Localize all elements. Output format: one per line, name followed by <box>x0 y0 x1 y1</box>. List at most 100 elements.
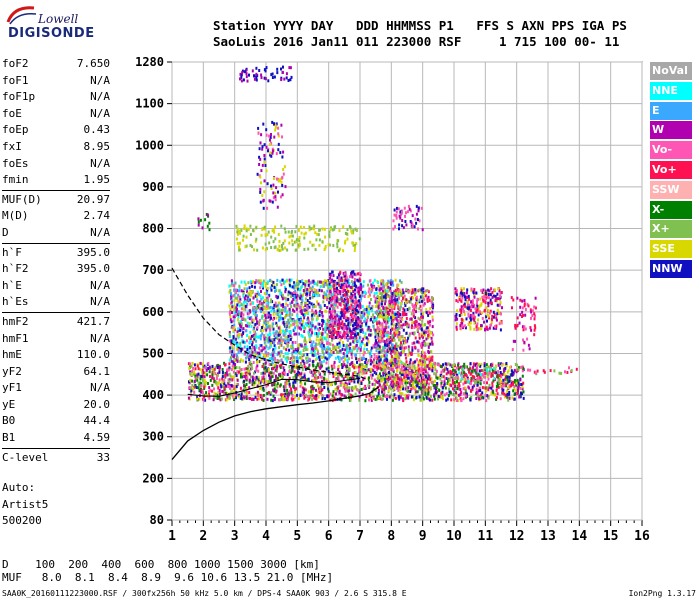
echo-point <box>425 367 427 371</box>
echo-point <box>220 385 223 389</box>
x-tick-label: 10 <box>446 529 462 544</box>
echo-point <box>421 357 424 361</box>
echo-point <box>347 284 350 288</box>
echo-point <box>306 292 308 296</box>
echo-point <box>346 334 349 338</box>
echo-point <box>313 312 316 315</box>
echo-point <box>384 346 387 350</box>
echo-point <box>475 387 478 391</box>
echo-point <box>246 371 249 375</box>
echo-point <box>340 283 343 287</box>
echo-point <box>341 341 344 344</box>
echo-point <box>367 290 370 294</box>
echo-point <box>352 317 355 321</box>
echo-point <box>356 375 359 379</box>
echo-point <box>271 300 274 304</box>
echo-point <box>505 362 508 365</box>
echo-point <box>204 398 207 402</box>
echo-point <box>350 333 353 336</box>
echo-point <box>304 301 307 305</box>
echo-point <box>223 386 226 390</box>
echo-point <box>512 381 515 384</box>
echo-point <box>319 354 322 358</box>
echo-point <box>490 391 493 395</box>
echo-point <box>435 375 438 379</box>
echo-point <box>398 331 401 335</box>
echo-point <box>333 302 336 306</box>
echo-point <box>377 388 380 392</box>
echo-point <box>323 284 325 288</box>
echo-point <box>424 362 427 366</box>
echo-point <box>303 362 306 366</box>
echo-point <box>373 318 376 322</box>
echo-point <box>228 290 231 294</box>
echo-point <box>341 299 344 303</box>
echo-point <box>311 360 314 364</box>
echo-point <box>321 338 324 342</box>
echo-point <box>232 319 235 323</box>
param-row: foF1p N/A <box>2 89 110 106</box>
echo-point <box>319 366 322 370</box>
echo-point <box>387 380 390 383</box>
echo-point <box>322 355 325 359</box>
echo-point <box>335 296 338 300</box>
echo-point <box>303 365 306 369</box>
echo-point <box>352 372 355 376</box>
echo-point <box>372 281 375 285</box>
echo-point <box>274 356 276 360</box>
echo-point <box>345 296 347 299</box>
echo-point <box>378 327 381 331</box>
echo-point <box>390 281 393 285</box>
echo-point <box>260 310 263 313</box>
echo-point <box>331 278 334 282</box>
echo-point <box>315 318 318 322</box>
echo-point <box>290 305 293 309</box>
echo-point <box>355 365 358 369</box>
echo-point <box>503 381 506 385</box>
echo-point <box>333 372 336 376</box>
echo-point <box>501 373 504 376</box>
echo-point <box>424 392 427 396</box>
echo-point <box>224 373 227 377</box>
param-value: 7.650 <box>76 57 110 70</box>
param-value: 4.59 <box>83 431 111 445</box>
echo-point <box>354 295 357 299</box>
echo-point <box>311 385 314 388</box>
echo-point <box>219 392 221 396</box>
echo-point <box>390 387 392 391</box>
echo-point <box>209 374 211 378</box>
echo-point <box>343 272 346 276</box>
echo-point <box>233 315 236 319</box>
echo-point <box>241 372 244 376</box>
echo-point <box>284 332 287 336</box>
echo-point <box>207 361 210 365</box>
echo-point <box>238 312 241 316</box>
echo-point <box>358 395 361 399</box>
echo-point <box>279 383 282 387</box>
echo-point <box>337 336 339 340</box>
echo-point <box>386 395 389 398</box>
echo-point <box>318 288 321 292</box>
echo-point <box>303 388 306 392</box>
echo-point <box>263 306 266 310</box>
echo-point <box>328 327 331 331</box>
echo-point <box>263 341 266 345</box>
echo-point <box>248 350 251 354</box>
echo-point <box>425 357 428 361</box>
echo-point <box>396 300 399 304</box>
param-row: h`F 395.0 <box>2 245 110 262</box>
echo-point <box>393 338 396 342</box>
echo-point <box>284 382 287 386</box>
echo-point <box>398 323 400 327</box>
echo-point <box>348 330 350 334</box>
echo-point <box>240 375 242 379</box>
echo-point <box>237 321 240 325</box>
echo-point <box>276 385 279 389</box>
echo-point <box>298 366 301 370</box>
echo-point <box>382 394 385 398</box>
echo-point <box>331 270 334 274</box>
echo-point <box>415 301 418 305</box>
echo-point <box>492 390 495 394</box>
echo-point <box>307 316 309 320</box>
